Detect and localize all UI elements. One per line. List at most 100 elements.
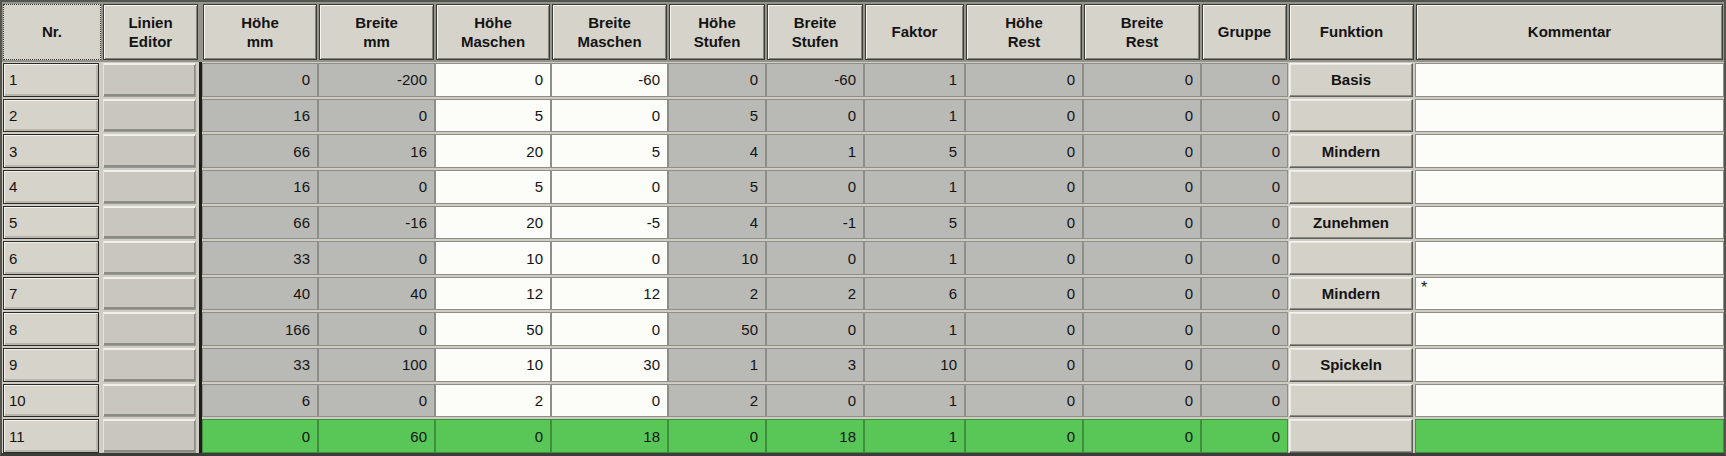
- pattern-shape-table: Nr. Linien Editor Höhe mm Breite mm Höhe…: [0, 0, 1726, 456]
- linien-editor-button[interactable]: [103, 170, 196, 204]
- column-header-gruppe[interactable]: Gruppe: [1202, 4, 1287, 60]
- cell-gruppe: 0: [1201, 312, 1288, 346]
- column-header-hoehe-stufen[interactable]: Höhe Stufen: [669, 4, 765, 60]
- row-number-button[interactable]: 7: [3, 277, 99, 311]
- column-header-linien-editor[interactable]: Linien Editor: [103, 4, 198, 60]
- cell-breite-stufen: 0: [766, 170, 864, 204]
- column-header-hoehe-rest[interactable]: Höhe Rest: [966, 4, 1082, 60]
- row-number-button[interactable]: 4: [3, 170, 99, 204]
- row-number-button[interactable]: 10: [3, 384, 99, 418]
- cell-breite-maschen[interactable]: 0: [551, 241, 668, 275]
- cell-hoehe-maschen[interactable]: 2: [435, 384, 551, 418]
- linien-editor-button[interactable]: [103, 419, 196, 453]
- column-header-breite-maschen[interactable]: Breite Maschen: [552, 4, 667, 60]
- cell-hoehe-maschen[interactable]: 10: [435, 241, 551, 275]
- kommentar-cell[interactable]: [1415, 419, 1724, 453]
- column-header-hmm-wrap: Höhe mm: [202, 4, 318, 60]
- kommentar-cell[interactable]: [1415, 206, 1724, 240]
- cell-breite-rest: 0: [1083, 206, 1201, 240]
- column-header-funktion[interactable]: Funktion: [1289, 4, 1414, 60]
- cell-breite-stufen: 0: [766, 99, 864, 133]
- funktion-button[interactable]: Spickeln: [1289, 348, 1413, 382]
- row-number-button[interactable]: 11: [3, 419, 99, 453]
- linien-editor-button[interactable]: [103, 348, 196, 382]
- cell-hoehe-maschen[interactable]: 0: [435, 419, 551, 453]
- cell-breite-stufen: -60: [766, 63, 864, 97]
- cell-breite-maschen[interactable]: 0: [551, 170, 668, 204]
- cell-hoehe-maschen[interactable]: 5: [435, 170, 551, 204]
- kommentar-cell[interactable]: [1415, 348, 1724, 382]
- cell-breite-maschen[interactable]: 12: [551, 277, 668, 311]
- linien-editor-button[interactable]: [103, 99, 196, 133]
- funktion-button[interactable]: [1289, 99, 1413, 133]
- column-header-faktor[interactable]: Faktor: [865, 4, 964, 60]
- cell-breite-maschen[interactable]: -60: [551, 63, 668, 97]
- table-row: 8 166 0 50 0 50 0 1 0 0 0: [2, 312, 1724, 346]
- funktion-button[interactable]: [1289, 419, 1413, 453]
- cell-hoehe-maschen[interactable]: 0: [435, 63, 551, 97]
- column-header-hoehe-maschen[interactable]: Höhe Maschen: [436, 4, 550, 60]
- linien-editor-button[interactable]: [103, 312, 196, 346]
- kommentar-cell[interactable]: [1415, 170, 1724, 204]
- cell-breite-maschen[interactable]: 0: [551, 312, 668, 346]
- linien-editor-button[interactable]: [103, 384, 196, 418]
- cell-breite-maschen[interactable]: -5: [551, 206, 668, 240]
- cell-breite-maschen[interactable]: 30: [551, 348, 668, 382]
- cell-hoehe-mm: 166: [202, 312, 318, 346]
- cell-gruppe: 0: [1201, 384, 1288, 418]
- row-number-button[interactable]: 6: [3, 241, 99, 275]
- cell-hoehe-rest: 0: [965, 384, 1083, 418]
- funktion-button[interactable]: Mindern: [1289, 134, 1413, 168]
- column-header-breite-mm[interactable]: Breite mm: [319, 4, 434, 60]
- cell-hoehe-maschen[interactable]: 20: [435, 206, 551, 240]
- cell-gruppe: 0: [1201, 99, 1288, 133]
- cell-hoehe-maschen[interactable]: 5: [435, 99, 551, 133]
- kommentar-cell[interactable]: [1415, 99, 1724, 133]
- row-number-button[interactable]: 5: [3, 206, 99, 240]
- linien-editor-button[interactable]: [103, 241, 196, 275]
- kommentar-cell[interactable]: [1415, 134, 1724, 168]
- kommentar-cell[interactable]: *: [1415, 277, 1724, 311]
- row-number-button[interactable]: 9: [3, 348, 99, 382]
- cell-faktor: 1: [864, 99, 965, 133]
- cell-hoehe-mm: 33: [202, 241, 318, 275]
- cell-hoehe-stufen: 1: [668, 348, 766, 382]
- cell-hoehe-mm: 66: [202, 134, 318, 168]
- cell-breite-maschen[interactable]: 5: [551, 134, 668, 168]
- row-number-button[interactable]: 2: [3, 99, 99, 133]
- cell-breite-maschen[interactable]: 0: [551, 384, 668, 418]
- linien-editor-button[interactable]: [103, 134, 196, 168]
- cell-hoehe-maschen[interactable]: 10: [435, 348, 551, 382]
- column-header-breite-rest[interactable]: Breite Rest: [1084, 4, 1200, 60]
- linien-editor-button[interactable]: [103, 206, 196, 240]
- cell-hoehe-maschen[interactable]: 20: [435, 134, 551, 168]
- funktion-button[interactable]: [1289, 170, 1413, 204]
- row-number-button[interactable]: 1: [3, 63, 99, 97]
- funktion-button[interactable]: [1289, 312, 1413, 346]
- kommentar-cell[interactable]: [1415, 241, 1724, 275]
- funktion-button[interactable]: Mindern: [1289, 277, 1413, 311]
- cell-faktor: 5: [864, 134, 965, 168]
- kommentar-cell[interactable]: [1415, 63, 1724, 97]
- linien-editor-button[interactable]: [103, 63, 196, 97]
- funktion-button[interactable]: [1289, 241, 1413, 275]
- cell-breite-maschen[interactable]: 0: [551, 99, 668, 133]
- row-number-button[interactable]: 8: [3, 312, 99, 346]
- column-header-lin-wrap: Linien Editor: [102, 4, 199, 60]
- column-header-nr[interactable]: Nr.: [3, 4, 101, 60]
- kommentar-cell[interactable]: [1415, 384, 1724, 418]
- row-number-button[interactable]: 3: [3, 134, 99, 168]
- funktion-button[interactable]: Basis: [1289, 63, 1413, 97]
- cell-breite-maschen[interactable]: 18: [551, 419, 668, 453]
- cell-faktor: 1: [864, 419, 965, 453]
- column-header-hoehe-mm[interactable]: Höhe mm: [203, 4, 317, 60]
- cell-hoehe-maschen[interactable]: 50: [435, 312, 551, 346]
- column-header-kommentar[interactable]: Kommentar: [1416, 4, 1723, 60]
- kommentar-cell[interactable]: [1415, 312, 1724, 346]
- cell-hoehe-mm: 40: [202, 277, 318, 311]
- column-header-breite-stufen[interactable]: Breite Stufen: [767, 4, 863, 60]
- funktion-button[interactable]: Zunehmen: [1289, 206, 1413, 240]
- funktion-button[interactable]: [1289, 384, 1413, 418]
- cell-hoehe-maschen[interactable]: 12: [435, 277, 551, 311]
- linien-editor-button[interactable]: [103, 277, 196, 311]
